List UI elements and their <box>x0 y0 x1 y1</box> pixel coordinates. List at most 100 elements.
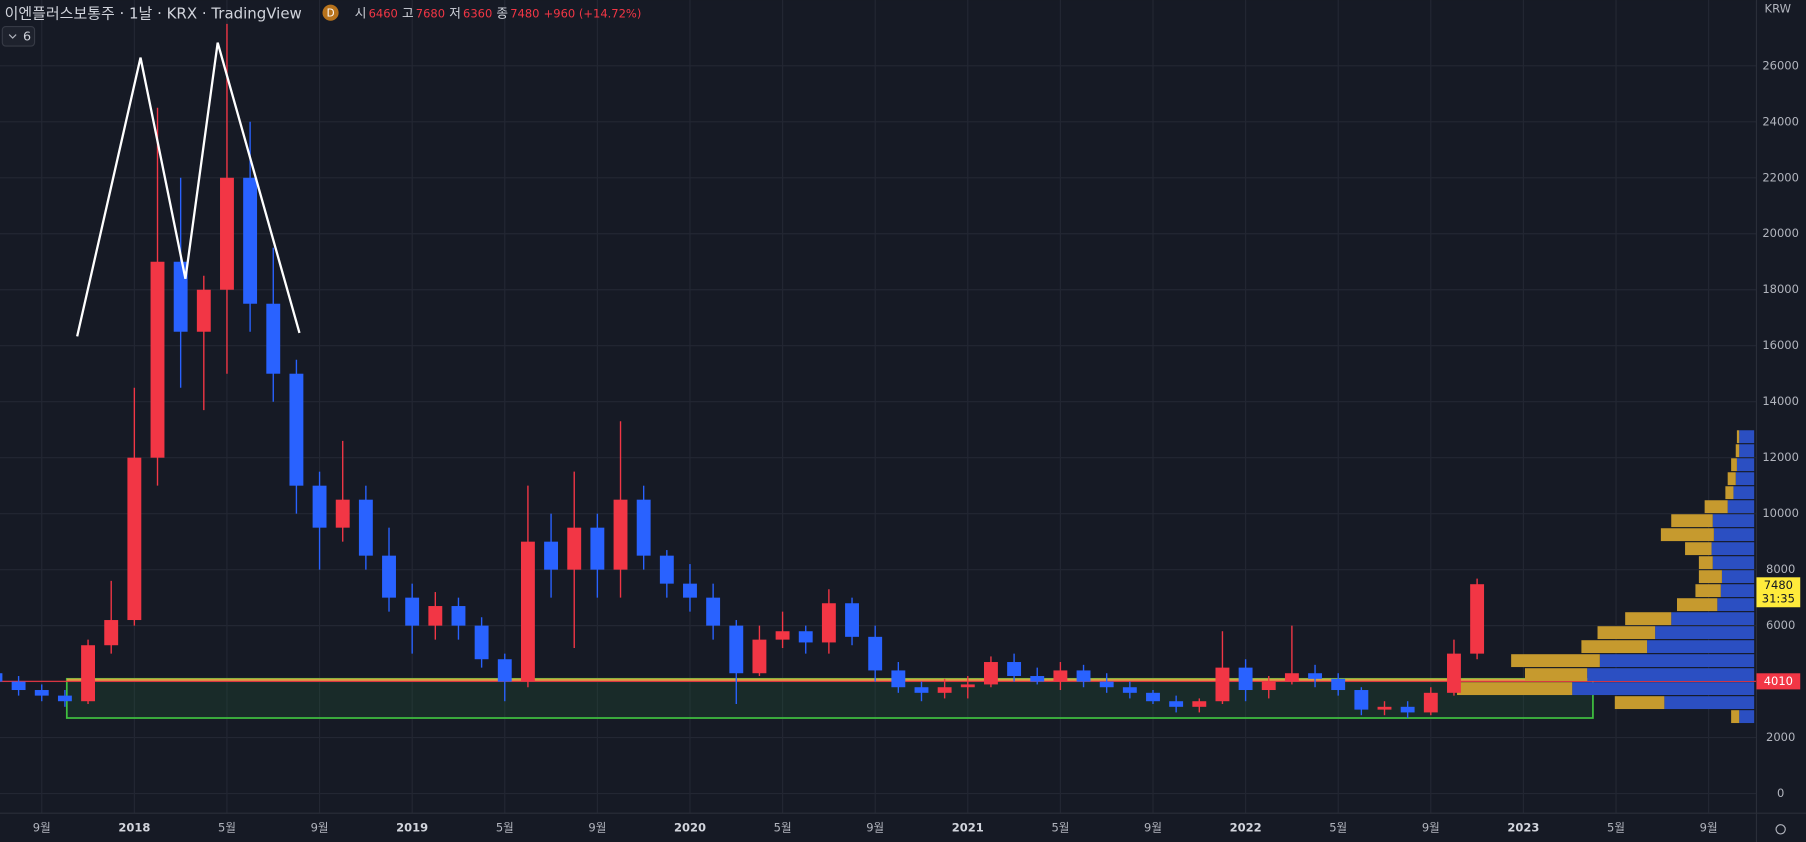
high-label: 고 <box>402 5 414 20</box>
candle-body <box>266 303 281 374</box>
countdown-label: 31:35 <box>1762 592 1795 606</box>
candle-body <box>81 645 95 702</box>
vp-bar-up <box>1712 514 1755 528</box>
candle-body <box>729 625 744 674</box>
vp-bar-up <box>1671 612 1755 626</box>
low-label: 저 <box>449 5 461 20</box>
interval-badge-bg <box>322 4 339 21</box>
vp-bar-down <box>1731 710 1740 724</box>
vp-bar-down <box>1581 640 1648 654</box>
y-tick-label: 14000 <box>1762 394 1799 408</box>
candle-body <box>983 662 998 685</box>
candle-body <box>0 673 3 682</box>
candle-body <box>544 541 559 570</box>
candle-body <box>1308 673 1322 679</box>
candle-body <box>1053 670 1068 682</box>
vp-bar-down <box>1731 458 1737 472</box>
vp-bar-up <box>1739 430 1755 444</box>
y-tick-label: 24000 <box>1762 114 1799 128</box>
x-tick-label: 5월 <box>774 821 792 835</box>
candle-body <box>1169 701 1184 707</box>
open-label: 시 <box>355 5 367 20</box>
last-price-box <box>1756 577 1801 608</box>
y-tick-label: 20000 <box>1762 226 1799 240</box>
change-value: +960 (+14.72%) <box>544 6 642 20</box>
candle-body <box>405 597 420 626</box>
vp-bar-down <box>1457 682 1573 696</box>
pattern-drawing <box>76 42 301 337</box>
volume-profile <box>1457 430 1755 724</box>
vp-bar-up <box>1711 542 1755 556</box>
y-tick-label: 26000 <box>1762 58 1799 72</box>
candle-body <box>196 289 211 332</box>
vp-bar-up <box>1721 570 1755 584</box>
x-tick-label: 9월 <box>866 821 884 835</box>
y-tick-label: 8000 <box>1766 562 1795 576</box>
chart-title: 이엔플러스보통주 · 1날 · KRX · TradingView <box>5 4 302 22</box>
candle-body <box>960 684 975 688</box>
candle-body <box>891 670 906 688</box>
candle-body <box>798 631 813 643</box>
last-price-label: 7480 <box>1764 578 1793 592</box>
x-tick-label: 5월 <box>1607 821 1625 835</box>
vp-bar-up <box>1736 458 1755 472</box>
candle-body <box>636 499 651 556</box>
vp-bar-down <box>1725 486 1734 500</box>
candle-body <box>34 690 49 696</box>
vp-bar-up <box>1739 444 1755 458</box>
candle-body <box>1331 678 1346 691</box>
candle-body <box>243 177 258 304</box>
vp-bar-up <box>1713 528 1755 542</box>
candle-body <box>1400 706 1415 713</box>
candle-body <box>659 555 674 584</box>
x-tick-label: 2022 <box>1230 821 1262 835</box>
candle-body <box>1470 584 1485 654</box>
vp-bar-down <box>1671 514 1713 528</box>
currency[interactable]: KRW <box>1765 2 1791 16</box>
candle-body <box>590 527 605 570</box>
x-tick-label: 5월 <box>218 821 236 835</box>
x-tick-label: 2018 <box>118 821 150 835</box>
candle-body <box>1007 662 1022 677</box>
vp-bar-down <box>1727 472 1736 486</box>
candle-body <box>173 261 188 332</box>
candle-body <box>1099 681 1114 688</box>
indicator-toggle[interactable] <box>1 25 36 47</box>
x-tick-label: 9월 <box>1144 821 1162 835</box>
vp-bar-up <box>1717 598 1755 612</box>
candle-body <box>150 261 165 458</box>
vp-bar-up <box>1727 500 1755 514</box>
interval-badge: D <box>327 7 335 19</box>
candle-body <box>1284 673 1299 682</box>
candle-body <box>775 631 790 640</box>
candles <box>0 23 1485 719</box>
level-price-label: 4010 <box>1764 674 1793 688</box>
candle-body <box>428 606 443 626</box>
vp-bar-up <box>1599 654 1755 668</box>
vp-bar-up <box>1735 472 1755 486</box>
candle-body <box>1076 670 1091 682</box>
y-tick-label: 12000 <box>1762 450 1799 464</box>
settings-icon[interactable] <box>1775 824 1786 835</box>
y-tick-label: 2000 <box>1766 730 1795 744</box>
candle-body <box>1354 690 1369 710</box>
vp-bar-down <box>1625 612 1672 626</box>
x-tick-label: 2019 <box>396 821 428 835</box>
vp-bar-down <box>1524 668 1588 682</box>
candle-body <box>382 555 396 598</box>
candle-body <box>1030 676 1045 682</box>
vp-bar-down <box>1698 556 1713 570</box>
vp-bar-up <box>1572 682 1755 696</box>
candle-body <box>1447 653 1461 693</box>
candle-body <box>57 695 72 702</box>
candle-body <box>520 541 535 682</box>
vp-bar-down <box>1698 570 1722 584</box>
vp-bar-up <box>1664 696 1755 710</box>
vp-bar-up <box>1655 626 1755 640</box>
candle-body <box>358 499 373 556</box>
chevron-icon <box>8 34 17 39</box>
candle-body <box>104 620 119 646</box>
candle-body <box>289 373 304 486</box>
x-tick-label: 9월 <box>1700 821 1718 835</box>
